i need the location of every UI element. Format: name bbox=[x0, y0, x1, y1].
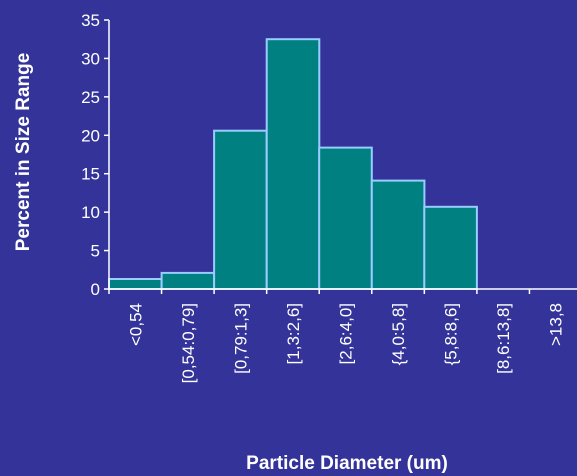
x-tick-labels: <0,54 [0,54:0,79] [0,79:1,3] [1,3:2,6] [2,6:… bbox=[126, 303, 565, 383]
bar-1 bbox=[160, 271, 216, 290]
bar-2 bbox=[213, 129, 268, 290]
x-tick-label-8: >13,8 bbox=[547, 303, 566, 346]
x-tick-label-1: [0,54:0,79] bbox=[179, 303, 198, 383]
x-tick-label-0: <0,54 bbox=[126, 303, 145, 346]
y-tick-labels: 0 5 10 15 20 25 30 35 bbox=[81, 11, 100, 299]
x-axis-title: Particle Diameter (um) bbox=[246, 453, 448, 474]
x-tick-label-5: {4,0:5,8] bbox=[389, 303, 408, 365]
y-tick-label-10: 10 bbox=[81, 203, 100, 222]
bar-4 bbox=[318, 146, 373, 290]
bar-3 bbox=[265, 38, 321, 291]
y-tick-label-15: 15 bbox=[81, 165, 100, 184]
x-tick-label-6: {5,8:8,6] bbox=[442, 303, 461, 365]
y-tick-label-25: 25 bbox=[81, 88, 100, 107]
y-tick-label-0: 0 bbox=[91, 280, 100, 299]
x-tick-label-2: [0,79:1,3] bbox=[231, 303, 250, 374]
bar-5 bbox=[370, 179, 426, 291]
y-tick-label-5: 5 bbox=[91, 242, 100, 261]
x-tick-label-3: [1,3:2,6] bbox=[284, 303, 303, 364]
x-tick-label-4: [2,6:4,0] bbox=[337, 303, 356, 364]
y-axis-title: Percent in Size Range bbox=[13, 53, 34, 252]
axes-group bbox=[104, 19, 577, 294]
x-tick-label-7: [8,6:13,8] bbox=[494, 303, 513, 374]
y-tick-label-35: 35 bbox=[81, 11, 100, 30]
bars-group bbox=[108, 38, 478, 291]
bar-0 bbox=[108, 278, 163, 290]
bar-6 bbox=[423, 205, 478, 290]
y-tick-label-20: 20 bbox=[81, 126, 100, 145]
y-tick-label-30: 30 bbox=[81, 49, 100, 68]
